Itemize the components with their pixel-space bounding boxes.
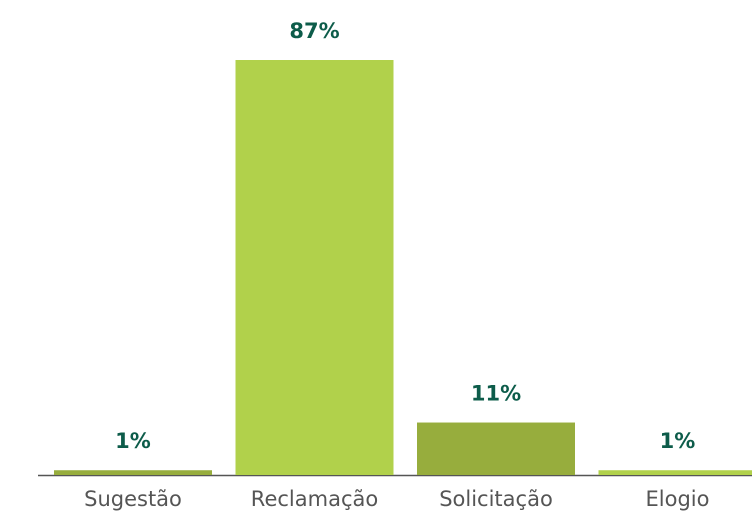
value-label: 1% — [660, 429, 696, 453]
bar — [54, 470, 212, 475]
value-label: 11% — [471, 382, 521, 406]
x-tick-label: Sugestão — [84, 487, 182, 511]
bar — [598, 470, 752, 475]
x-tick-label: Reclamação — [251, 487, 378, 511]
bar — [417, 422, 575, 475]
x-tick-label: Elogio — [646, 487, 710, 511]
bar — [235, 60, 394, 475]
value-label: 87% — [289, 19, 339, 43]
value-label: 1% — [115, 429, 151, 453]
x-tick-label: Solicitação — [439, 487, 553, 511]
